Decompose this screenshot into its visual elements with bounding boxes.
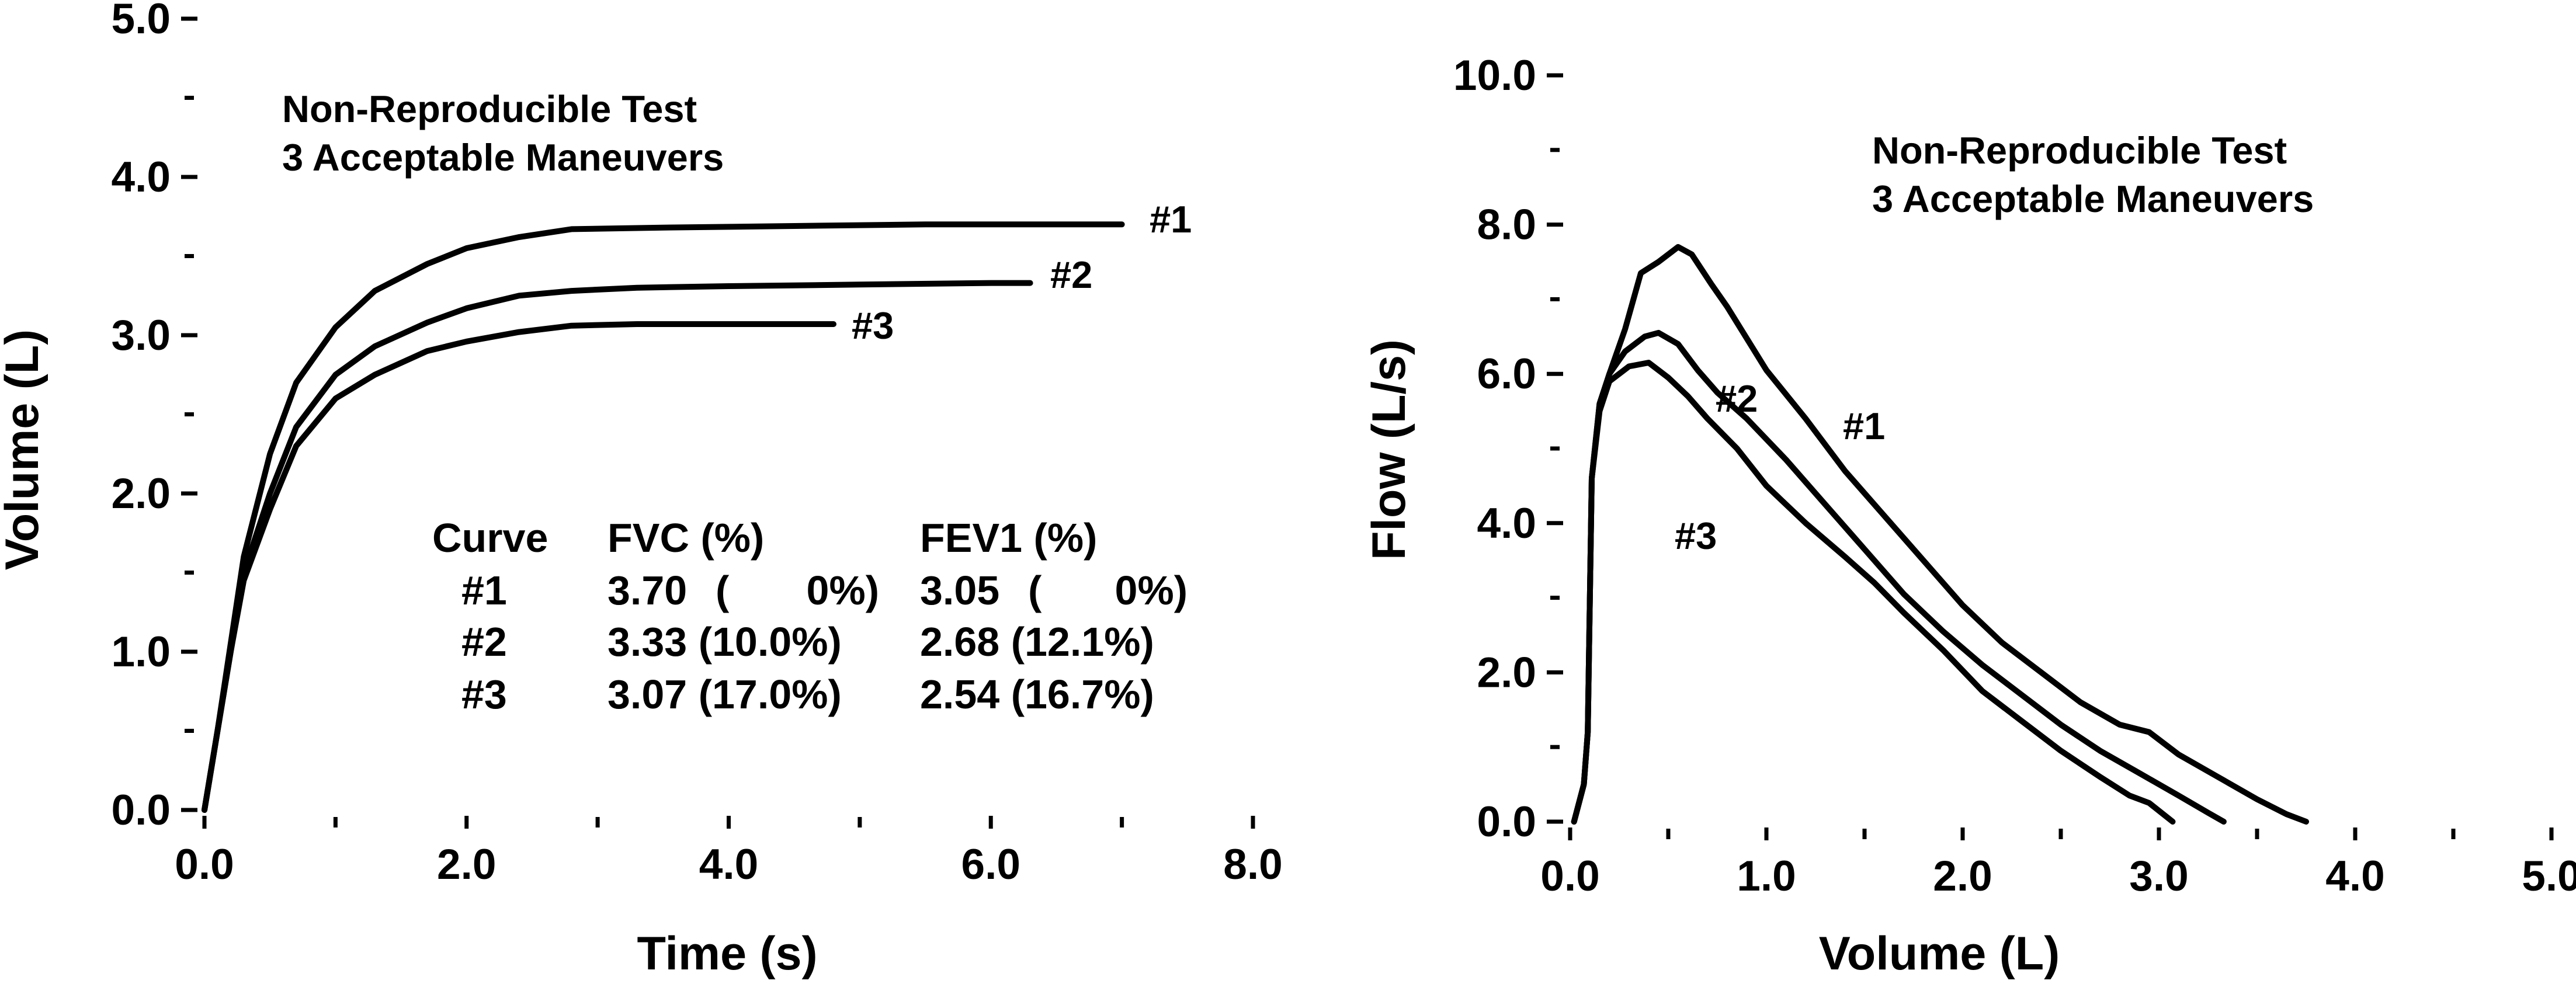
table-row-2-fev1: 2.68 (12.1%) (920, 619, 1154, 665)
vt-annotation-line-1: Non-Reproducible Test (282, 88, 697, 130)
fv-x-tick-label-0: 0.0 (1540, 853, 1599, 900)
fv-series-3-line (1571, 360, 2176, 825)
vt-curve-label-1: #1 (1150, 198, 1192, 241)
vt-x-tick-label-2: 4.0 (699, 841, 758, 888)
table-row-3-fvc: 3.07 (17.0%) (607, 672, 842, 717)
table-row-3-curve: #3 (461, 672, 507, 717)
table-row-1-fvc-open: ( (716, 568, 730, 613)
vt-y-tick-label-5: 5.0 (112, 0, 171, 43)
fv-y-axis-title: Flow (L/s) (1363, 339, 1415, 560)
fv-x-tick-label-5: 5.0 (2522, 853, 2576, 900)
fv-x-axis-title: Volume (L) (1819, 927, 2060, 980)
table-header-curve: Curve (432, 515, 548, 561)
flow-volume-axes: 0.0 2.0 4.0 6.0 8.0 10.0 0.0 1.0 2.0 3.0 4.0 5.0 (1453, 52, 2576, 900)
table-row-1-fev1: 3.05 (920, 568, 999, 613)
fv-x-tick-label-3: 3.0 (2129, 853, 2188, 900)
table-row-1-curve: #1 (461, 568, 507, 613)
table-header-fev1: FEV1 (%) (920, 515, 1097, 561)
vt-x-axis-title: Time (s) (637, 927, 817, 980)
fv-curve-label-1: #1 (1843, 405, 1885, 447)
vt-y-axis-title: Volume (L) (0, 329, 48, 570)
results-table: Curve FVC (%) FEV1 (%) #1 3.70 ( 0%) 3.0… (432, 515, 1188, 717)
vt-curve-label-3: #3 (852, 304, 894, 347)
fv-y-tick-label-2: 4.0 (1477, 500, 1536, 547)
flow-volume-curves (1571, 244, 2309, 825)
vt-annotation-line-2: 3 Acceptable Maneuvers (282, 136, 724, 179)
vt-x-tick-label-4: 8.0 (1223, 841, 1282, 888)
vt-y-tick-label-4: 4.0 (112, 154, 171, 201)
fv-x-tick-label-1: 1.0 (1737, 853, 1796, 900)
vt-x-tick-label-3: 6.0 (961, 841, 1020, 888)
fv-curve-label-3: #3 (1675, 514, 1717, 557)
fv-y-tick-label-3: 6.0 (1477, 350, 1536, 398)
table-row-1-fev1-open: ( (1028, 568, 1042, 613)
vt-y-tick-label-2: 2.0 (112, 470, 171, 517)
fv-curve-label-2: #2 (1716, 377, 1758, 420)
table-header-fvc: FVC (%) (607, 515, 764, 561)
flow-volume-chart: 0.0 2.0 4.0 6.0 8.0 10.0 0.0 1.0 2.0 3.0 4.0 5.0 No… (1363, 52, 2576, 980)
table-row-1-fev1-pct: 0%) (1115, 568, 1188, 613)
fv-annotation-line-2: 3 Acceptable Maneuvers (1872, 178, 2314, 220)
table-row-2-curve: #2 (461, 619, 507, 665)
fv-x-tick-label-2: 2.0 (1933, 853, 1992, 900)
vt-y-tick-label-0: 0.0 (112, 787, 171, 834)
volume-time-axes: 0.0 1.0 2.0 3.0 4.0 5.0 0.0 2.0 4.0 6.0 8.0 (112, 0, 1283, 888)
volume-time-curves (202, 221, 1125, 813)
fv-annotation-line-1: Non-Reproducible Test (1872, 129, 2287, 172)
vt-x-tick-label-1: 2.0 (437, 841, 496, 888)
vt-y-tick-label-3: 3.0 (112, 312, 171, 359)
vt-y-tick-label-1: 1.0 (112, 628, 171, 676)
fv-y-tick-label-4: 8.0 (1477, 201, 1536, 249)
volume-time-chart: 0.0 1.0 2.0 3.0 4.0 5.0 0.0 2.0 4.0 6.0 8.0 Non-Re… (0, 0, 1283, 980)
table-row-2-fvc: 3.33 (10.0%) (607, 619, 842, 665)
vt-x-tick-label-0: 0.0 (175, 841, 234, 888)
vt-curve-label-2: #2 (1050, 253, 1092, 296)
table-row-3-fev1: 2.54 (16.7%) (920, 672, 1154, 717)
fv-series-2-line (1571, 329, 2227, 825)
fv-y-tick-label-1: 2.0 (1477, 649, 1536, 696)
fv-y-tick-label-5: 10.0 (1453, 52, 1536, 99)
fv-y-tick-label-0: 0.0 (1477, 798, 1536, 846)
table-row-1-fvc-pct: 0%) (807, 568, 879, 613)
fv-x-tick-label-4: 4.0 (2325, 853, 2384, 900)
table-row-1-fvc: 3.70 (607, 568, 687, 613)
vt-series-3-line (202, 321, 836, 813)
